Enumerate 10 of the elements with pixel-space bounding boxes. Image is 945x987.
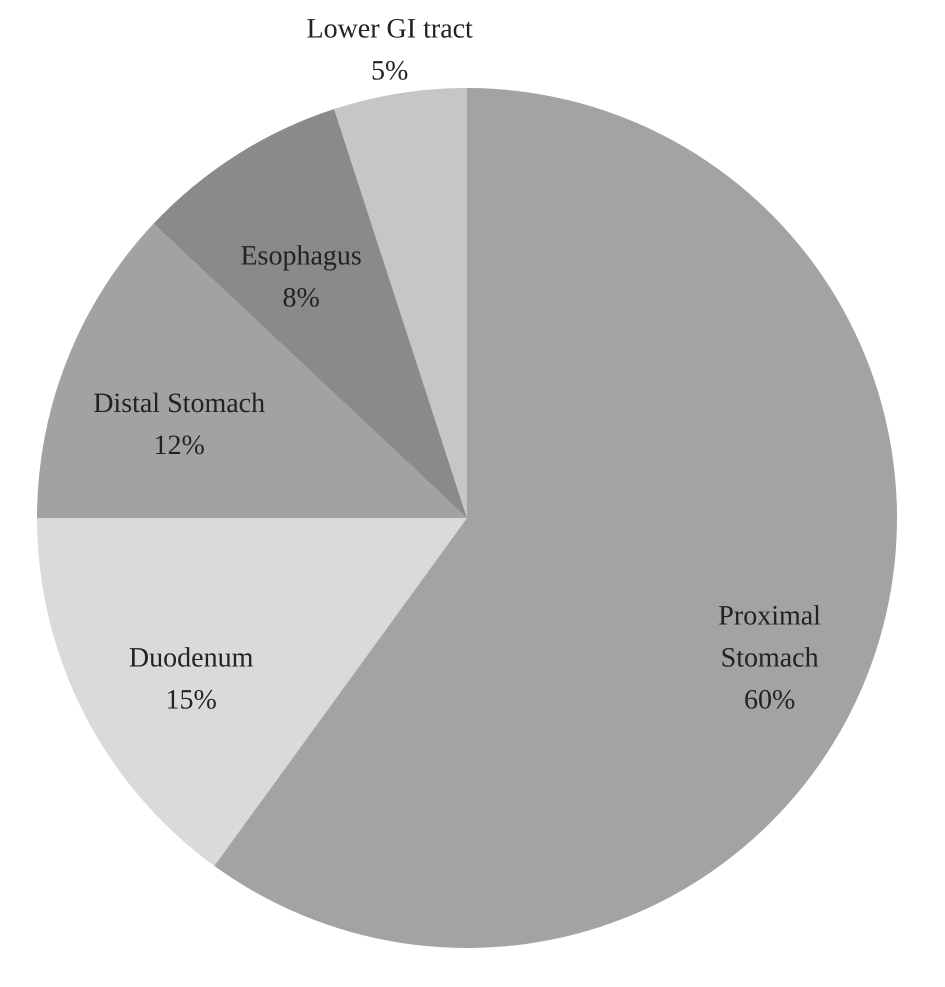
slice-label: Esophagus	[240, 240, 362, 272]
slice-label: Proximal Stomach	[718, 600, 822, 674]
data-label: 5%	[370, 56, 408, 87]
data-label: 12%	[153, 430, 205, 462]
slice-label: Distal Stomach	[93, 388, 266, 420]
data-label: 15%	[165, 684, 217, 716]
data-label: 8%	[282, 282, 320, 314]
slice-label: Lower GI tract	[306, 14, 474, 45]
slice-label: Duodenum	[128, 642, 254, 674]
data-label: 60%	[744, 684, 796, 716]
